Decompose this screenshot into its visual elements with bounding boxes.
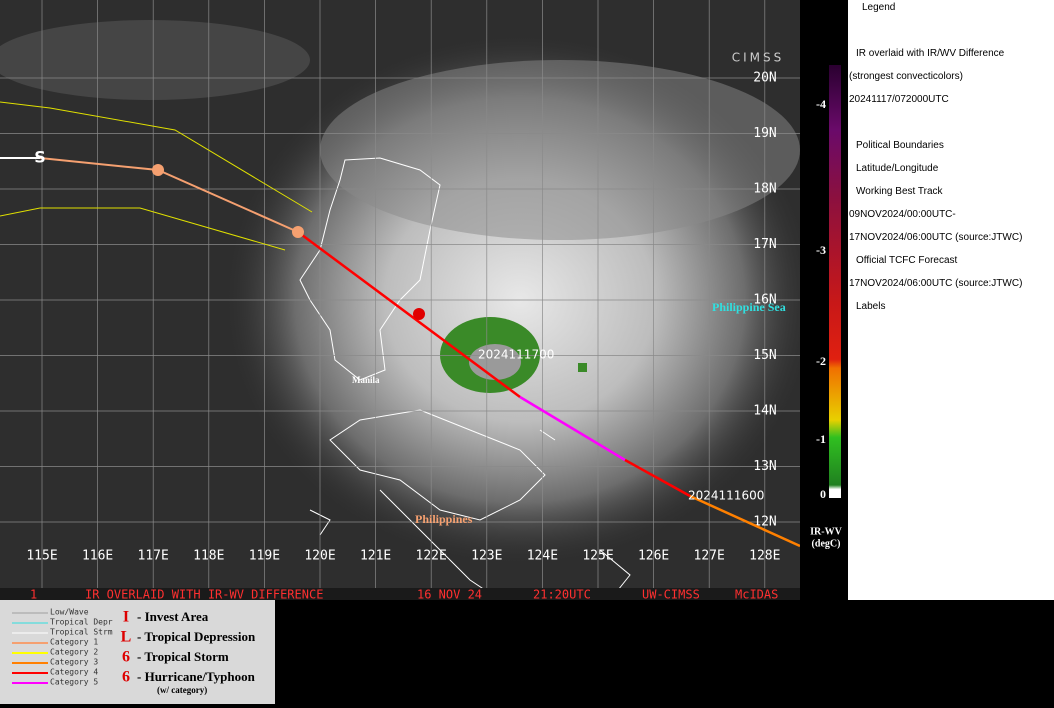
lon-label: 120E [304,549,335,564]
track-cat4 [297,230,521,399]
lon-label: 126E [638,549,669,564]
lon-label: 123E [471,549,502,564]
legend-text: Category 5 [50,678,98,687]
legend-text: - Tropical Depression [137,629,256,644]
legend-text: 17NOV2024/06:00UTC (source:JTWC) [849,278,1023,289]
legend-text: Official TCFC Forecast [856,255,958,266]
legend-text: Working Best Track [856,186,943,197]
lon-label: 127E [694,549,725,564]
coastline [309,429,631,600]
track-label: 2024111600 [688,489,764,503]
track-cat4 [624,458,691,498]
legend-text: - Invest Area [137,609,209,624]
colorbar-tick: 0 [820,487,826,501]
colorbar-label: (degC) [812,538,841,549]
satellite-map: 115E 116E 117E 118E 119E 120E 121E 122E 123E 124E… [0,0,843,601]
forecast-cone [0,101,313,213]
lon-label: 118E [193,549,224,564]
lon-label: 122E [416,549,447,564]
legend-text: 17NOV2024/06:00UTC (source:JTWC) [849,232,1023,243]
legend-text: - Hurricane/Typhoon [137,669,256,684]
legend-text: Latitude/Longitude [856,163,939,174]
lon-label: 125E [582,549,613,564]
legend-symbol: 6 [122,649,130,666]
status-bar [0,588,800,600]
lat-label: 17N [753,237,776,252]
legend-symbol: I [123,609,129,626]
lat-label: 12N [753,515,776,530]
legend-text: 20241117/072000UTC [849,94,949,105]
track-cat5 [519,395,626,462]
lon-label: 121E [360,549,391,564]
status-text: UW-CIMSS [642,588,700,601]
place-label: Philippines [415,512,473,526]
legend-text: (strongest convecticolors) [849,71,963,82]
cloud-band [0,20,310,100]
lon-label: 119E [249,549,280,564]
status-text: 16 NOV 24 [417,588,482,601]
track-symbol: 𝗦 [34,148,46,167]
forecast-cone [0,207,286,251]
track-symbol [413,308,425,320]
legend-panel: Legend IR overlaid with IR/WV Difference (… [848,0,1054,600]
legend-text: Category 1 [50,638,98,647]
legend-symbol: L [121,629,132,646]
colorbar-tick: -3 [816,243,826,257]
track-symbol [292,226,304,238]
logo: CIMSS [732,51,785,65]
legend-text: Low/Wave [50,608,89,617]
colorbar [829,65,841,498]
status-text: 1 [30,588,37,601]
cloud-band [320,60,800,240]
legend-text: Category 4 [50,668,98,677]
legend-text: Tropical Depr [50,618,113,627]
legend-text: IR overlaid with IR/WV Difference [856,48,1005,59]
legend-text: Category 2 [50,648,98,657]
legend-text: Legend [862,2,896,13]
legend-symbol: 6 [122,669,130,686]
lon-label: 115E [26,549,57,564]
lat-label: 20N [753,71,776,86]
lat-label: 13N [753,459,776,474]
status-text: IR OVERLAID WITH IR-WV DIFFERENCE [85,588,323,601]
legend-text: 09NOV2024/00:00UTC- [849,209,956,220]
lat-label: 15N [753,348,776,363]
lon-label: 117E [138,549,169,564]
lon-label: 128E [749,549,780,564]
legend-note: (w/ category) [157,685,207,695]
lat-label: 19N [753,126,776,141]
place-label: Philippine Sea [712,300,786,314]
colorbar-tick: -4 [816,97,826,111]
legend-text: - Tropical Storm [137,649,229,664]
lat-label: 18N [753,182,776,197]
lon-label: 124E [527,549,558,564]
track-cat3 [689,494,801,548]
eye [469,344,521,380]
track-label: 2024111700 [478,348,554,362]
status-text: 21:20UTC [533,588,591,601]
legend-text: Political Boundaries [856,140,944,151]
legend-text: Labels [856,301,886,312]
place-label: Manila [352,375,380,385]
colorbar-tick: -1 [816,432,826,446]
track-symbol [152,164,164,176]
legend-text: Tropical Strm [50,628,113,637]
coastline [329,409,546,521]
track-legend: Low/Wave Tropical Depr Tropical Strm Catego… [0,600,275,704]
colorbar-label: IR-WV [810,526,842,537]
coastline [299,157,441,381]
status-text: McIDAS [735,588,778,601]
colorbar-tick: -2 [816,354,826,368]
lat-label: 14N [753,404,776,419]
lon-label: 116E [82,549,113,564]
convection [578,363,587,372]
lat-label: 16N [753,293,776,308]
legend-text: Category 3 [50,658,98,667]
